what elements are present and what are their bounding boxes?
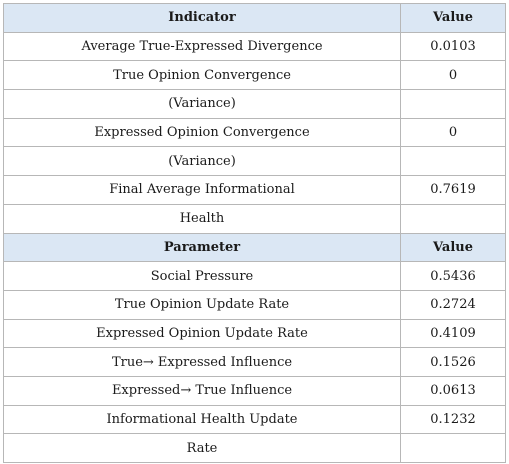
indicator-value: 0.7619 — [400, 175, 506, 205]
parameter-label: Informational Health Update — [3, 404, 401, 435]
indicator-label: Final Average Informational — [3, 175, 401, 205]
parameter-header-row: Parameter Value — [3, 232, 506, 263]
indicator-value: 0.0103 — [400, 31, 506, 62]
table-row: Expressed Opinion Convergence 0 — [3, 117, 506, 148]
indicator-header-row: Indicator Value — [3, 3, 506, 33]
table-row: True→ Expressed Influence 0.1526 — [3, 347, 506, 377]
table-row: Informational Health Update 0.1232 — [3, 404, 506, 435]
table-row: Expressed→ True Influence 0.0613 — [3, 375, 506, 406]
parameter-value: 0.1526 — [400, 347, 506, 377]
table-row: Health — [3, 203, 506, 234]
parameter-label: Expressed→ True Influence — [3, 375, 401, 406]
parameter-value: 0.1232 — [400, 404, 506, 435]
table-row: Rate — [3, 433, 506, 463]
parameter-label: True Opinion Update Rate — [3, 289, 401, 320]
value-column-header: Value — [400, 232, 506, 263]
indicator-value — [400, 89, 506, 119]
indicator-value — [400, 203, 506, 234]
parameter-label: Expressed Opinion Update Rate — [3, 318, 401, 349]
indicator-label: (Variance) — [3, 146, 401, 177]
table-row: Expressed Opinion Update Rate 0.4109 — [3, 318, 506, 349]
parameter-label: True→ Expressed Influence — [3, 347, 401, 377]
table-row: (Variance) — [3, 89, 506, 119]
indicator-value: 0 — [400, 117, 506, 148]
indicator-value: 0 — [400, 60, 506, 91]
indicator-label: Average True-Expressed Divergence — [3, 31, 401, 62]
indicator-label: (Variance) — [3, 89, 401, 119]
indicator-label: Expressed Opinion Convergence — [3, 117, 401, 148]
indicator-label: True Opinion Convergence — [3, 60, 401, 91]
parameter-label: Social Pressure — [3, 261, 401, 291]
indicator-label: Health — [3, 203, 401, 234]
parameter-label: Rate — [3, 433, 401, 463]
table-row: Average True-Expressed Divergence 0.0103 — [3, 31, 506, 62]
indicator-value — [400, 146, 506, 177]
parameter-column-header: Parameter — [3, 232, 401, 263]
value-column-header: Value — [400, 3, 506, 33]
parameter-value: 0.5436 — [400, 261, 506, 291]
parameter-value: 0.0613 — [400, 375, 506, 406]
indicator-parameter-table: Indicator Value Average True-Expressed D… — [3, 3, 506, 463]
parameter-value: 0.2724 — [400, 289, 506, 320]
table-row: True Opinion Convergence 0 — [3, 60, 506, 91]
parameter-value: 0.4109 — [400, 318, 506, 349]
table-row: (Variance) — [3, 146, 506, 177]
table-row: Social Pressure 0.5436 — [3, 261, 506, 291]
table-row: True Opinion Update Rate 0.2724 — [3, 289, 506, 320]
table-row: Final Average Informational 0.7619 — [3, 175, 506, 205]
indicator-column-header: Indicator — [3, 3, 401, 33]
parameter-value — [400, 433, 506, 463]
